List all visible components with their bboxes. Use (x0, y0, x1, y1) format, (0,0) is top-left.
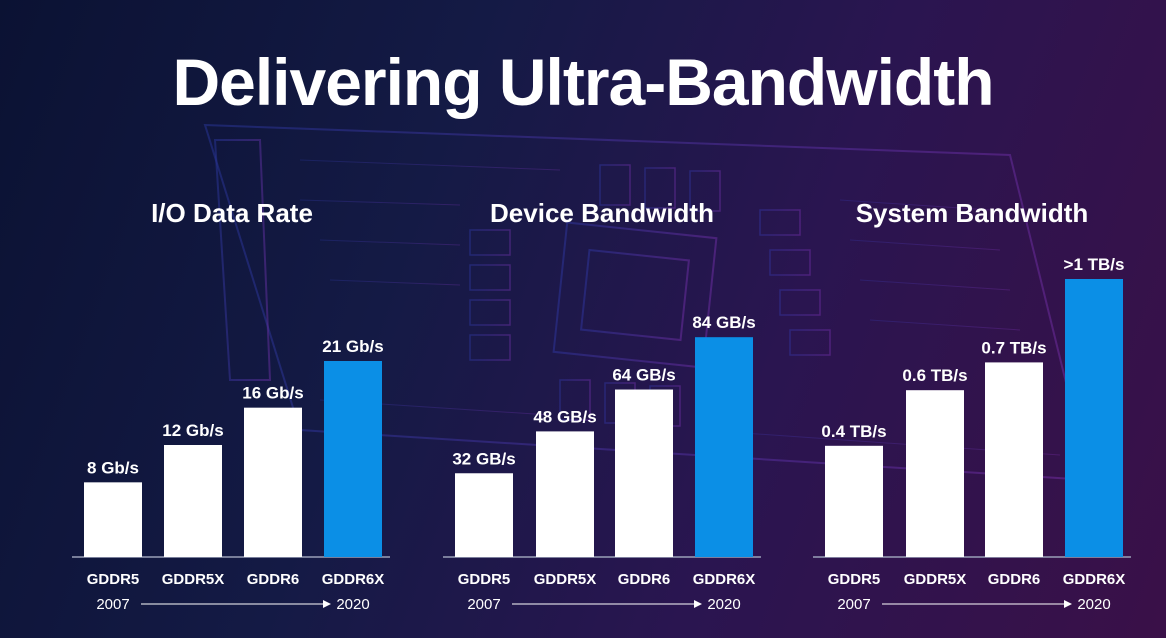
timeline-arrowhead-icon (323, 600, 331, 608)
timeline-arrowhead-icon (1064, 600, 1072, 608)
data-label-gddr6x: 84 GB/s (692, 313, 755, 332)
data-label-gddr5x: 12 Gb/s (162, 421, 223, 440)
timeline-end-label: 2020 (1077, 596, 1110, 613)
page-title: Delivering Ultra-Bandwidth (172, 45, 994, 119)
bar-gddr6x (1065, 279, 1123, 557)
category-label-gddr5x: GDDR5X (162, 571, 225, 588)
data-label-gddr5: 8 Gb/s (87, 458, 139, 477)
bar-gddr6x (324, 361, 382, 557)
category-label-gddr6: GDDR6 (618, 571, 671, 588)
category-label-gddr6: GDDR6 (247, 571, 300, 588)
category-label-gddr5x: GDDR5X (534, 571, 597, 588)
category-label-gddr6x: GDDR6X (693, 571, 756, 588)
bar-gddr6x (695, 337, 753, 557)
bar-gddr5 (84, 482, 142, 557)
bar-gddr5x (536, 431, 594, 557)
timeline-arrowhead-icon (694, 600, 702, 608)
timeline-start-label: 2007 (467, 596, 500, 613)
category-label-gddr5x: GDDR5X (904, 571, 967, 588)
data-label-gddr5x: 48 GB/s (533, 407, 596, 426)
bar-gddr5 (455, 473, 513, 557)
data-label-gddr6x: 21 Gb/s (322, 337, 383, 356)
timeline-start-label: 2007 (837, 596, 870, 613)
bar-gddr6 (244, 407, 302, 557)
timeline-start-label: 2007 (96, 596, 129, 613)
data-label-gddr5: 0.4 TB/s (821, 422, 886, 441)
data-label-gddr6x: >1 TB/s (1064, 255, 1125, 274)
timeline-end-label: 2020 (336, 596, 369, 613)
chart-title-2: Device Bandwidth (490, 198, 714, 228)
category-label-gddr6: GDDR6 (988, 571, 1041, 588)
category-label-gddr6x: GDDR6X (1063, 571, 1126, 588)
bar-gddr5 (825, 445, 883, 557)
data-label-gddr6: 16 Gb/s (242, 384, 303, 403)
data-label-gddr5x: 0.6 TB/s (902, 366, 967, 385)
bar-gddr6 (985, 362, 1043, 557)
category-label-gddr5: GDDR5 (828, 571, 881, 588)
timeline-end-label: 2020 (707, 596, 740, 613)
bar-gddr5x (164, 445, 222, 557)
data-label-gddr6: 64 GB/s (612, 366, 675, 385)
category-label-gddr6x: GDDR6X (322, 571, 385, 588)
bar-gddr5x (906, 390, 964, 557)
category-label-gddr5: GDDR5 (458, 571, 511, 588)
category-label-gddr5: GDDR5 (87, 571, 140, 588)
chart-title-3: System Bandwidth (856, 198, 1089, 228)
bar-gddr6 (615, 389, 673, 557)
data-label-gddr5: 32 GB/s (452, 449, 515, 468)
data-label-gddr6: 0.7 TB/s (981, 338, 1046, 357)
chart-title-1: I/O Data Rate (151, 198, 313, 228)
